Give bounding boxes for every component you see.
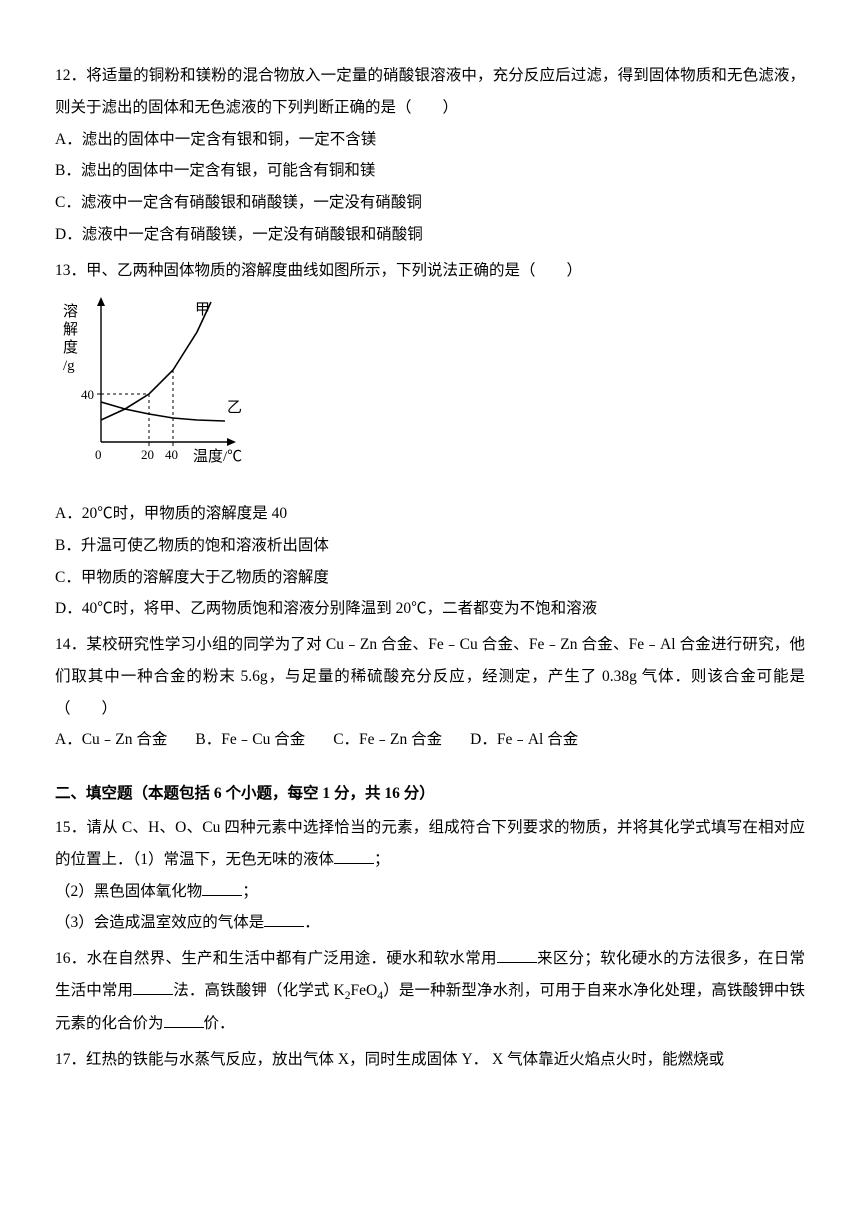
q12-text: 将适量的铜粉和镁粉的混合物放入一定量的硝酸银溶液中，充分反应后过滤，得到固体物质…: [55, 67, 805, 116]
q14-number: 14．: [55, 636, 86, 653]
q13-opt-b: B．升温可使乙物质的饱和溶液析出固体: [55, 530, 805, 562]
solubility-chart-svg: 溶 解 度 /g 40 甲 乙 0 2: [55, 292, 253, 482]
question-13-stem: 13．甲、乙两种固体物质的溶解度曲线如图所示，下列说法正确的是（ ）: [55, 255, 805, 287]
q15-sub2-text: （2）黑色固体氧化物: [55, 883, 202, 900]
question-17-stem: 17．红热的铁能与水蒸气反应，放出气体 X，同时生成固体 Y． X 气体靠近火焰…: [55, 1044, 805, 1076]
q15-number: 15．: [55, 819, 86, 836]
q13-number: 13．: [55, 262, 86, 279]
x-tick-20-label: 20: [141, 447, 154, 462]
curve-jia-label: 甲: [195, 302, 210, 318]
question-12: 12．将适量的铜粉和镁粉的混合物放入一定量的硝酸银溶液中，充分反应后过滤，得到固…: [55, 60, 805, 251]
y-axis-label-0: 溶: [63, 303, 78, 320]
question-14-stem: 14．某校研究性学习小组的同学为了对 Cu﹣Zn 合金、Fe﹣Cu 合金、Fe﹣…: [55, 629, 805, 724]
curve-jia: [101, 302, 211, 420]
question-15: 15．请从 C、H、O、Cu 四种元素中选择恰当的元素，组成符合下列要求的物质，…: [55, 812, 805, 939]
q15-period: ．: [304, 914, 320, 931]
question-15-sub3: （3）会造成温室效应的气体是 ．: [55, 907, 805, 939]
q12-opt-d: D．滤液中一定含有硝酸镁，一定没有硝酸银和硝酸铜: [55, 219, 805, 251]
q12-number: 12．: [55, 67, 86, 84]
section-2-header: 二、填空题（本题包括 6 个小题，每空 1 分，共 16 分）: [55, 778, 805, 810]
x-axis-label: 温度/℃: [193, 448, 242, 465]
q16-number: 16．: [55, 950, 87, 967]
q17-number: 17．: [55, 1051, 86, 1068]
q16-text-c: 法．高铁酸钾（化学式 K: [173, 982, 345, 999]
q14-opt-d: D．Fe﹣Al 合金: [470, 724, 578, 756]
q15-semi2: ；: [242, 883, 258, 900]
y-axis-label-3: /g: [63, 358, 75, 374]
q14-opt-c: C．Fe﹣Zn 合金: [333, 724, 442, 756]
q12-opt-a: A．滤出的固体中一定含有银和铜，一定不含镁: [55, 124, 805, 156]
q15-blank-2[interactable]: [202, 880, 242, 896]
q13-opt-d: D．40℃时，将甲、乙两物质饱和溶液分别降温到 20℃，二者都变为不饱和溶液: [55, 593, 805, 625]
question-14-options: A．Cu﹣Zn 合金 B．Fe﹣Cu 合金 C．Fe﹣Zn 合金 D．Fe﹣Al…: [55, 724, 805, 756]
q12-opt-b: B．滤出的固体中一定含有银，可能含有铜和镁: [55, 155, 805, 187]
q14-opt-b: B．Fe﹣Cu 合金: [195, 724, 305, 756]
question-17: 17．红热的铁能与水蒸气反应，放出气体 X，同时生成固体 Y． X 气体靠近火焰…: [55, 1044, 805, 1076]
q14-text-l1: 某校研究性学习小组的同学为了对 Cu﹣Zn 合金、Fe﹣Cu 合金、Fe﹣Zn …: [86, 636, 742, 653]
question-12-options: A．滤出的固体中一定含有银和铜，一定不含镁 B．滤出的固体中一定含有银，可能含有…: [55, 124, 805, 251]
question-14: 14．某校研究性学习小组的同学为了对 Cu﹣Zn 合金、Fe﹣Cu 合金、Fe﹣…: [55, 629, 805, 756]
curve-yi-label: 乙: [227, 400, 242, 416]
q15-lead: 请从 C、H、O、Cu 四种元素中选择恰当的元素，组成符合下列要求的物质，并将其…: [55, 819, 805, 868]
q15-semi1: ；: [374, 851, 390, 868]
question-12-stem: 12．将适量的铜粉和镁粉的混合物放入一定量的硝酸银溶液中，充分反应后过滤，得到固…: [55, 60, 805, 124]
question-16-stem: 16．水在自然界、生产和生活中都有广泛用途．硬水和软水常用来区分；软化硬水的方法…: [55, 943, 805, 1039]
q14-opt-a: A．Cu﹣Zn 合金: [55, 724, 167, 756]
q15-sub3-text: （3）会造成温室效应的气体是: [55, 914, 264, 931]
q16-blank-3[interactable]: [164, 1012, 204, 1028]
x-tick-40-label: 40: [165, 447, 178, 462]
q15-blank-1[interactable]: [334, 848, 374, 864]
q16-blank-2[interactable]: [133, 979, 173, 995]
q15-blank-3[interactable]: [264, 912, 304, 928]
q17-text: 红热的铁能与水蒸气反应，放出气体 X，同时生成固体 Y． X 气体靠近火焰点火时…: [86, 1051, 724, 1068]
q16-blank-1[interactable]: [497, 948, 537, 964]
question-13: 13．甲、乙两种固体物质的溶解度曲线如图所示，下列说法正确的是（ ） 溶 解 度…: [55, 255, 805, 626]
q16-text-a: 水在自然界、生产和生活中都有广泛用途．硬水和软水常用: [87, 950, 497, 967]
q13-text: 甲、乙两种固体物质的溶解度曲线如图所示，下列说法正确的是（ ）: [86, 262, 582, 279]
x-axis-arrow: [227, 438, 236, 446]
question-15-sub2: （2）黑色固体氧化物 ；: [55, 876, 805, 908]
question-15-stem: 15．请从 C、H、O、Cu 四种元素中选择恰当的元素，组成符合下列要求的物质，…: [55, 812, 805, 876]
q16-text-c2: FeO: [351, 982, 378, 999]
q12-opt-c: C．滤液中一定含有硝酸银和硝酸镁，一定没有硝酸铜: [55, 187, 805, 219]
q13-opt-a: A．20℃时，甲物质的溶解度是 40: [55, 498, 805, 530]
solubility-chart: 溶 解 度 /g 40 甲 乙 0 2: [55, 292, 805, 494]
q13-opt-c: C．甲物质的溶解度大于乙物质的溶解度: [55, 562, 805, 594]
y-tick-40-label: 40: [81, 387, 94, 402]
y-axis-arrow: [97, 297, 105, 306]
question-16: 16．水在自然界、生产和生活中都有广泛用途．硬水和软水常用来区分；软化硬水的方法…: [55, 943, 805, 1039]
question-13-options: A．20℃时，甲物质的溶解度是 40 B．升温可使乙物质的饱和溶液析出固体 C．…: [55, 498, 805, 625]
q16-text-d: 价．: [204, 1015, 235, 1032]
y-axis-label-2: 度: [63, 339, 78, 356]
y-axis-label-1: 解: [63, 321, 78, 338]
x-tick-0-label: 0: [95, 447, 102, 462]
